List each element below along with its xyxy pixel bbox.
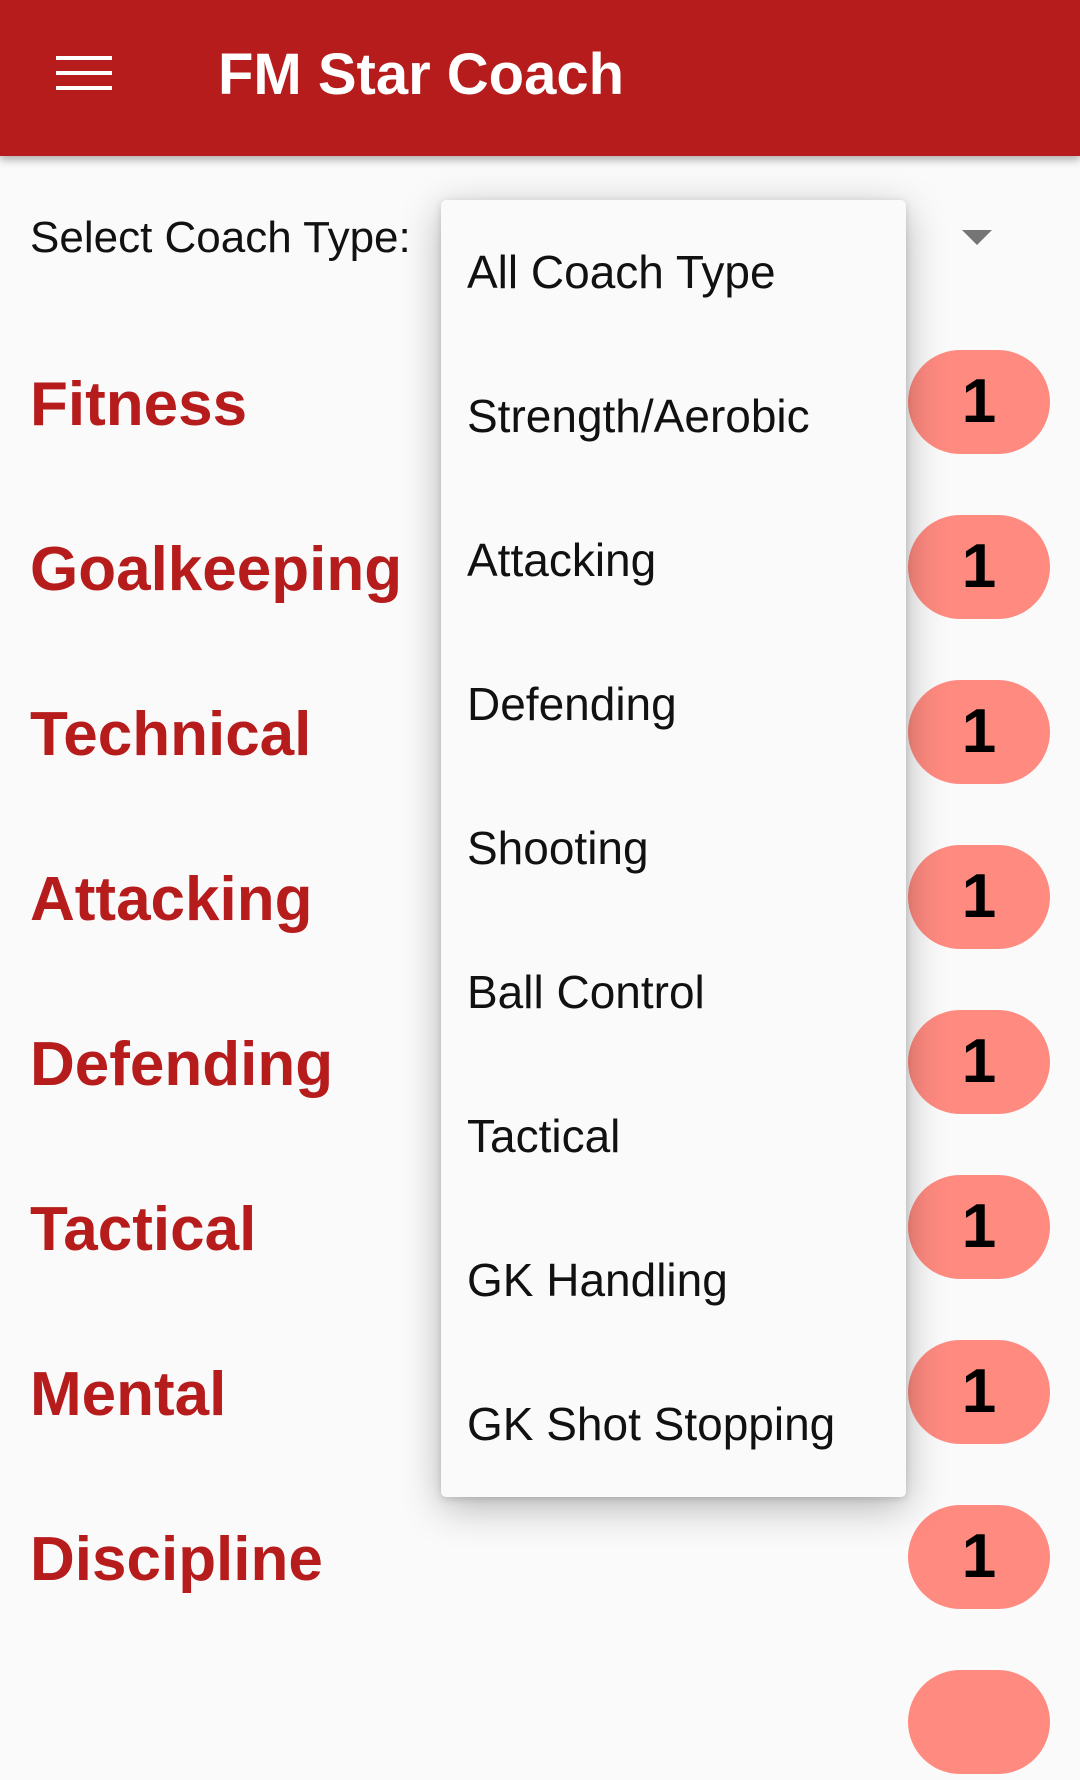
category-name: Fitness — [30, 370, 248, 439]
category-row[interactable]: Defending 1 — [0, 1010, 1080, 1120]
select-coach-type-label: Select Coach Type: — [30, 213, 411, 262]
dropdown-option[interactable]: Defending — [467, 678, 677, 730]
category-name: Defending — [30, 1030, 334, 1099]
app-title: FM Star Coach — [218, 42, 625, 107]
category-name: Mental — [30, 1360, 227, 1429]
category-name: Discipline — [30, 1525, 323, 1594]
dropdown-option[interactable]: Tactical — [467, 1110, 621, 1162]
category-row-partial — [0, 1670, 1080, 1780]
app-bar: FM Star Coach — [0, 0, 1080, 156]
dropdown-arrow-icon[interactable] — [962, 230, 992, 245]
category-row[interactable]: Tactical 1 — [0, 1175, 1080, 1285]
dropdown-option[interactable]: Attacking — [467, 534, 657, 586]
category-row[interactable]: Technical 1 — [0, 680, 1080, 790]
count-badge: 1 — [908, 350, 1050, 454]
coach-type-dropdown-menu[interactable]: All Coach Type Strength/Aerobic Attacking D… — [441, 200, 906, 1497]
dropdown-option[interactable]: GK Handling — [467, 1254, 728, 1306]
category-name: Technical — [30, 700, 312, 769]
count-badge: 1 — [908, 1505, 1050, 1609]
category-row[interactable]: Goalkeeping 1 — [0, 515, 1080, 625]
category-name: Goalkeeping — [30, 535, 403, 604]
count-badge: 1 — [908, 1010, 1050, 1114]
count-badge: 1 — [908, 1175, 1050, 1279]
category-row[interactable]: Mental 1 — [0, 1340, 1080, 1450]
dropdown-option[interactable]: GK Shot Stopping — [467, 1398, 836, 1450]
dropdown-option[interactable]: Shooting — [467, 822, 649, 874]
category-row[interactable]: Discipline 1 — [0, 1505, 1080, 1615]
count-badge: 1 — [908, 515, 1050, 619]
hamburger-menu-icon[interactable] — [56, 56, 112, 90]
category-row[interactable]: Fitness 1 — [0, 350, 1080, 460]
count-badge: 1 — [908, 1340, 1050, 1444]
category-name: Attacking — [30, 865, 313, 934]
count-badge: 1 — [908, 680, 1050, 784]
dropdown-option[interactable]: Strength/Aerobic — [467, 390, 810, 442]
dropdown-option[interactable]: All Coach Type — [467, 246, 776, 298]
count-badge: 1 — [908, 845, 1050, 949]
category-row[interactable]: Attacking 1 — [0, 845, 1080, 955]
dropdown-option[interactable]: Ball Control — [467, 966, 705, 1018]
count-badge — [908, 1670, 1050, 1774]
category-name: Tactical — [30, 1195, 257, 1264]
